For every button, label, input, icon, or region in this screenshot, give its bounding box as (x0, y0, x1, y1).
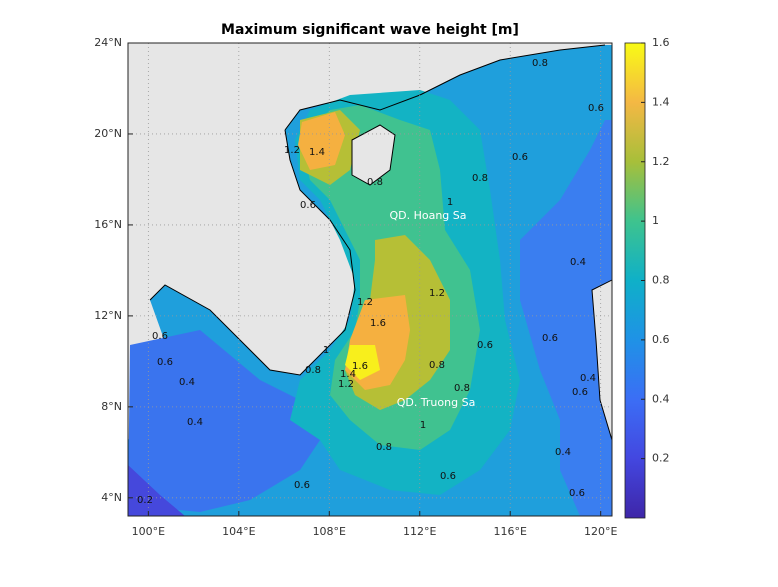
sea-0-4-east (520, 120, 612, 516)
colorbar-tick-label: 0.4 (652, 392, 670, 405)
sea-0-2 (128, 465, 185, 516)
colorbar-tick-label: 0.6 (652, 333, 670, 346)
sea-0-4 (128, 330, 330, 512)
x-tick-label: 100°E (132, 525, 165, 538)
contour-label: 0.4 (187, 417, 203, 428)
contour-label: 1 (447, 197, 453, 208)
hainan (351, 124, 396, 186)
title: Maximum significant wave height [m] (221, 22, 519, 38)
map (128, 43, 612, 516)
x-tick-label: 104°E (222, 525, 255, 538)
x-tick-label: 108°E (313, 525, 346, 538)
contour-label: 0.6 (542, 333, 558, 344)
contour-label: 0.6 (477, 340, 493, 351)
colorbar-tick-label: 1.2 (652, 155, 670, 168)
contour-label: 0.4 (580, 373, 596, 384)
contour-label: 0.2 (137, 495, 153, 506)
contour-label: 1.6 (370, 318, 386, 329)
contour-label: 1.2 (284, 145, 300, 156)
contour-label: 0.4 (179, 377, 195, 388)
contour-label: 0.6 (569, 488, 585, 499)
y-tick-label: 24°N (94, 36, 122, 49)
contour-label: 0.6 (440, 471, 456, 482)
contour-label: 0.6 (512, 152, 528, 163)
axes-box (127, 42, 613, 517)
y-tick-label: 4°N (101, 491, 122, 504)
contour-label: 1 (420, 420, 426, 431)
contour-label: 1.2 (338, 379, 354, 390)
y-tick-label: 8°N (101, 400, 122, 413)
contour-label: 0.6 (152, 331, 168, 342)
contour-label: 1.4 (340, 369, 356, 380)
x-tick-label: 120°E (584, 525, 617, 538)
y-tick-label: 12°N (94, 309, 122, 322)
contour-label: 0.8 (376, 442, 392, 453)
y-tick-label: 16°N (94, 218, 122, 231)
contour-label: 0.8 (367, 177, 383, 188)
colorbar-tick-label: 0.2 (652, 452, 670, 465)
colorbar-tick-label: 1.6 (652, 36, 670, 49)
sea-1-6 (345, 345, 380, 380)
colorbar-tick-label: 0.8 (652, 274, 670, 287)
contour-label: 0.6 (294, 480, 310, 491)
place-label: QD. Hoang Sa (389, 209, 466, 222)
coastline (149, 129, 356, 376)
contour-label: 1.4 (309, 147, 325, 158)
contour-label: 0.8 (454, 383, 470, 394)
x-tick-label: 112°E (403, 525, 436, 538)
contour-label: 0.4 (570, 257, 586, 268)
contour-label: 1 (323, 345, 329, 356)
contour-label: 1.2 (429, 288, 445, 299)
contour-label: 0.6 (588, 103, 604, 114)
contour-label: 0.6 (157, 357, 173, 368)
island (591, 279, 612, 441)
contour-label: 0.8 (472, 173, 488, 184)
contour-label: 0.8 (532, 58, 548, 69)
contour-label: 0.8 (305, 365, 321, 376)
contour-label: 0.6 (572, 387, 588, 398)
y-tick-label: 20°N (94, 127, 122, 140)
x-tick-label: 116°E (493, 525, 526, 538)
contour-label: 0.8 (429, 360, 445, 371)
contour-label: 0.6 (300, 200, 316, 211)
contour-label: 1.6 (352, 361, 368, 372)
colorbar-tick-label: 1 (652, 214, 659, 227)
place-label: QD. Truong Sa (397, 396, 476, 409)
colorbar-tick-label: 1.4 (652, 95, 670, 108)
contour-label: 0.4 (555, 447, 571, 458)
contour-label: 1.2 (357, 297, 373, 308)
sea-1-4 (298, 112, 345, 170)
